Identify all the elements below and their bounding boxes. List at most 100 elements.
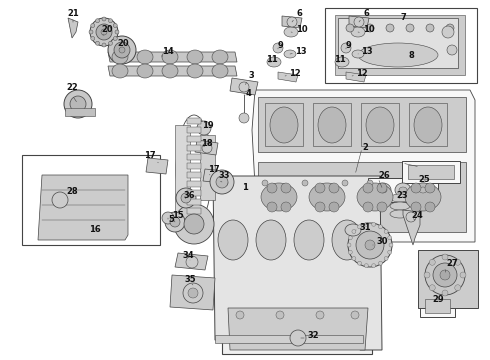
Ellipse shape	[174, 204, 214, 244]
Ellipse shape	[390, 202, 410, 210]
Ellipse shape	[357, 183, 393, 211]
Ellipse shape	[365, 222, 368, 226]
Ellipse shape	[395, 183, 411, 197]
Ellipse shape	[414, 107, 442, 143]
Ellipse shape	[446, 24, 454, 32]
Ellipse shape	[197, 121, 211, 135]
Bar	[187, 190, 201, 196]
Ellipse shape	[96, 19, 99, 23]
Ellipse shape	[388, 250, 392, 254]
Bar	[258, 162, 466, 232]
Ellipse shape	[425, 183, 435, 193]
Ellipse shape	[309, 183, 345, 211]
Ellipse shape	[108, 19, 113, 23]
Ellipse shape	[371, 222, 376, 226]
Ellipse shape	[113, 23, 117, 27]
Ellipse shape	[378, 261, 383, 265]
Text: 20: 20	[101, 26, 113, 35]
Ellipse shape	[411, 202, 421, 212]
Ellipse shape	[239, 113, 249, 123]
Text: 13: 13	[361, 48, 372, 57]
Ellipse shape	[447, 45, 457, 55]
Bar	[187, 208, 201, 214]
Text: 5: 5	[168, 215, 174, 224]
Polygon shape	[65, 108, 95, 116]
Ellipse shape	[316, 311, 324, 319]
Ellipse shape	[425, 202, 435, 212]
Ellipse shape	[429, 259, 435, 265]
Ellipse shape	[356, 231, 384, 259]
Ellipse shape	[273, 43, 283, 53]
Ellipse shape	[112, 50, 128, 64]
Ellipse shape	[351, 311, 359, 319]
Ellipse shape	[375, 183, 391, 197]
Ellipse shape	[318, 107, 346, 143]
Polygon shape	[213, 176, 382, 350]
Text: 34: 34	[182, 252, 194, 261]
Ellipse shape	[287, 17, 297, 27]
Bar	[187, 136, 201, 142]
Polygon shape	[252, 90, 475, 242]
Ellipse shape	[406, 24, 414, 32]
Ellipse shape	[341, 43, 351, 53]
Ellipse shape	[239, 82, 249, 92]
Ellipse shape	[184, 214, 204, 234]
Ellipse shape	[101, 29, 107, 35]
Ellipse shape	[113, 36, 117, 40]
Ellipse shape	[284, 50, 296, 58]
Ellipse shape	[455, 259, 461, 265]
Ellipse shape	[386, 24, 394, 32]
Ellipse shape	[212, 64, 228, 78]
Text: 4: 4	[246, 89, 252, 98]
Ellipse shape	[108, 36, 136, 64]
Ellipse shape	[411, 183, 421, 193]
Text: 29: 29	[432, 296, 443, 305]
Ellipse shape	[388, 236, 392, 240]
Ellipse shape	[315, 183, 325, 193]
Text: 6: 6	[363, 9, 369, 18]
Bar	[187, 199, 201, 205]
Ellipse shape	[267, 202, 277, 212]
Ellipse shape	[426, 24, 434, 32]
Ellipse shape	[352, 256, 356, 261]
Ellipse shape	[352, 50, 364, 58]
Ellipse shape	[354, 17, 364, 27]
Polygon shape	[346, 72, 366, 82]
Ellipse shape	[365, 240, 375, 250]
Ellipse shape	[367, 180, 373, 186]
Text: 2: 2	[362, 144, 368, 153]
Text: 30: 30	[376, 238, 388, 247]
Ellipse shape	[345, 224, 361, 236]
Text: 25: 25	[418, 175, 430, 184]
Text: 8: 8	[408, 50, 414, 59]
Ellipse shape	[346, 24, 354, 32]
Ellipse shape	[348, 236, 352, 240]
Ellipse shape	[70, 96, 86, 112]
Ellipse shape	[329, 183, 339, 193]
Text: 11: 11	[334, 55, 346, 64]
Ellipse shape	[425, 255, 465, 295]
Ellipse shape	[290, 330, 306, 346]
Ellipse shape	[377, 183, 387, 193]
Ellipse shape	[256, 220, 286, 260]
Ellipse shape	[366, 24, 374, 32]
Ellipse shape	[352, 230, 356, 234]
Text: 15: 15	[172, 211, 184, 220]
Ellipse shape	[363, 183, 373, 193]
Text: 26: 26	[378, 171, 390, 180]
Bar	[368, 178, 438, 202]
Text: 36: 36	[183, 192, 195, 201]
Ellipse shape	[183, 283, 203, 303]
Ellipse shape	[170, 217, 180, 227]
Polygon shape	[68, 18, 78, 38]
Ellipse shape	[377, 202, 387, 212]
Text: 1: 1	[242, 184, 248, 193]
Polygon shape	[170, 275, 215, 310]
Ellipse shape	[222, 180, 228, 186]
Text: 19: 19	[202, 122, 214, 130]
Ellipse shape	[91, 36, 95, 40]
Ellipse shape	[442, 26, 454, 38]
Ellipse shape	[270, 107, 298, 143]
Ellipse shape	[216, 176, 228, 188]
Polygon shape	[282, 16, 302, 28]
